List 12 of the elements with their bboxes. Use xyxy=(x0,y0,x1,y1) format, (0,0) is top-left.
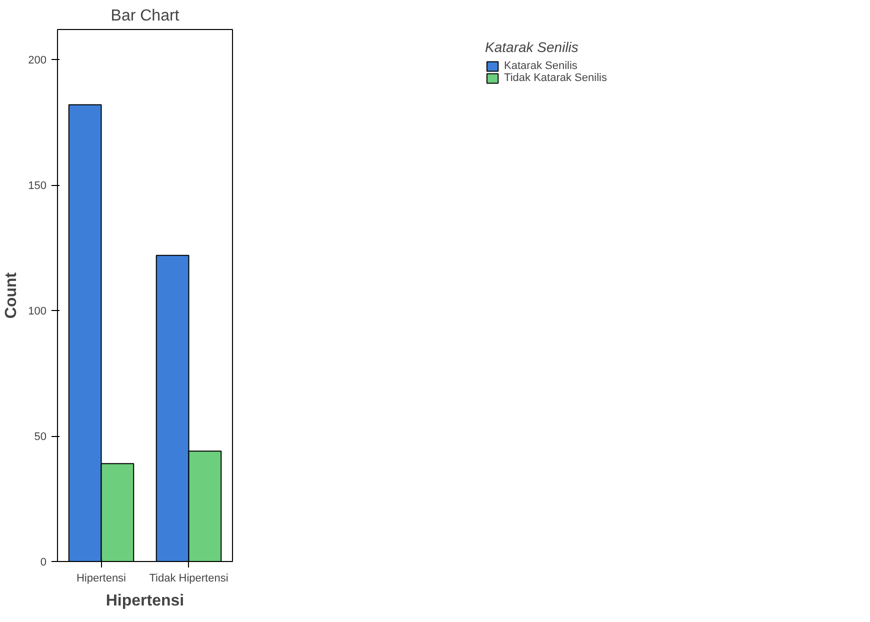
legend-label: Tidak Katarak Senilis xyxy=(504,72,607,84)
y-tick-label: 0 xyxy=(40,556,47,568)
x-axis-title: Hipertensi xyxy=(106,592,184,610)
y-tick-label: 100 xyxy=(28,306,47,318)
legend-title: Katarak Senilis xyxy=(485,39,580,55)
y-tick-label: 150 xyxy=(28,180,47,192)
x-tick-label: Tidak Hipertensi xyxy=(149,572,228,584)
y-tick-label: 50 xyxy=(34,431,47,444)
y-tick-label: 200 xyxy=(28,54,47,67)
legend-label: Katarak Senilis xyxy=(504,60,578,72)
chart-title: Bar Chart xyxy=(110,8,180,24)
y-axis-title: Count xyxy=(3,272,20,319)
